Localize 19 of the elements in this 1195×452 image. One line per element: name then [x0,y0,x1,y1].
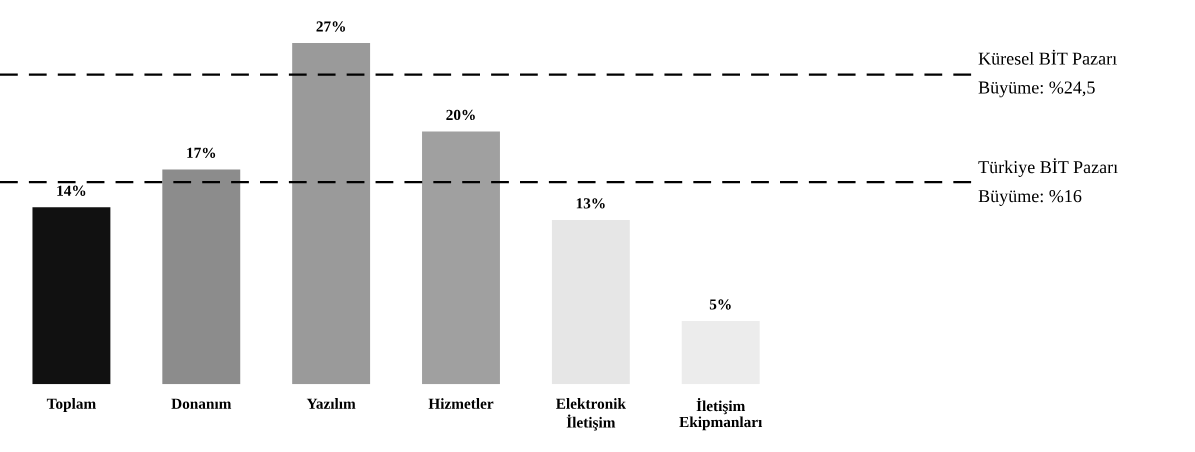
x-tick-label: Toplam [46,398,96,412]
data-label: 13% [576,198,605,209]
bar [162,169,241,385]
bar [422,131,500,385]
data-label: 14% [57,185,86,196]
data-label: 27% [316,21,345,32]
data-label: 5% [709,299,731,310]
ref-line-label: Küresel BİT Pazarı Büyüme: %24,5 [978,49,1117,98]
x-tick-label: Hizmetler [428,398,494,409]
x-tick-label: Donanım [171,398,232,409]
bar [551,219,630,385]
x-tick-label: İletişim Ekipmanları [679,397,763,431]
bar [32,207,111,385]
x-tick-label: Yazılım [306,398,356,409]
ref-line-label: Türkiye BİT Pazarı Büyüme: %16 [978,158,1118,206]
bar [292,43,371,385]
data-label: 20% [446,109,475,121]
x-tick-label: Elektronik İletişim [556,398,626,431]
data-label: 17% [187,147,216,159]
